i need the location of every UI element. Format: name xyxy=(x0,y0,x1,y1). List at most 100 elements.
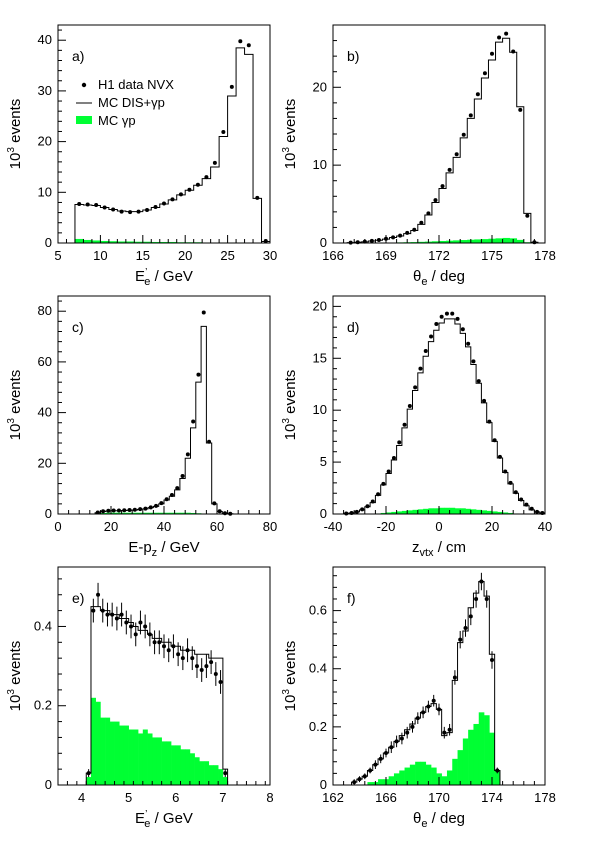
data-point xyxy=(492,438,497,443)
mc-gp-bar xyxy=(507,512,514,514)
mc-gp-bar xyxy=(148,512,154,514)
x-tick-label: -20 xyxy=(377,519,396,534)
x-tick-label: 8 xyxy=(266,790,273,805)
x-tick-label: 0 xyxy=(435,519,442,534)
mc-gp-bar xyxy=(473,723,480,785)
mc-gp-bar xyxy=(433,508,440,514)
x-axis-label-part: ’ xyxy=(145,809,147,820)
data-point xyxy=(389,745,394,750)
y-axis-label-part: 3 xyxy=(281,147,292,153)
data-point xyxy=(162,201,166,206)
mc-gp-bar xyxy=(189,753,195,785)
data-point xyxy=(114,616,119,621)
y-axis-label-part: events xyxy=(7,99,24,147)
legend-mc-gp-label: MC γp xyxy=(98,113,136,128)
mc-gp-bar xyxy=(481,510,487,514)
data-point xyxy=(426,704,431,709)
data-point xyxy=(110,612,115,617)
mc-gp-bar xyxy=(133,729,139,785)
data-point xyxy=(426,211,431,216)
x-tick-label: 174 xyxy=(481,790,503,805)
x-axis-label-part: / cm xyxy=(434,539,467,556)
data-point xyxy=(152,640,157,645)
data-point xyxy=(444,311,449,316)
data-point xyxy=(468,113,473,118)
data-point xyxy=(419,220,424,225)
data-point xyxy=(368,768,373,773)
data-point xyxy=(166,648,171,653)
data-point xyxy=(344,511,349,516)
data-point xyxy=(360,507,365,512)
y-axis-label: 103 events xyxy=(281,99,299,170)
mc-gp-bar xyxy=(425,764,432,785)
data-point xyxy=(145,208,150,213)
data-point xyxy=(187,187,192,192)
data-point xyxy=(490,658,494,663)
mc-gp-bar xyxy=(412,509,419,514)
mc-gp-bar xyxy=(420,761,427,785)
data-point xyxy=(495,768,500,773)
data-point xyxy=(504,31,509,36)
data-point xyxy=(535,509,540,514)
y-axis-label-part: events xyxy=(282,641,299,689)
mc-gp-bar xyxy=(454,508,461,514)
y-axis-label: 103 events xyxy=(281,641,299,712)
data-point xyxy=(180,473,185,478)
y-tick-label: 80 xyxy=(38,303,52,318)
plot-frame xyxy=(57,24,271,244)
data-point xyxy=(458,637,463,642)
mc-gp-bar xyxy=(119,725,125,785)
y-tick-label: 30 xyxy=(38,83,52,98)
data-point xyxy=(447,167,452,172)
y-tick-label: 0.2 xyxy=(309,719,327,734)
y-tick-label: 0 xyxy=(320,235,327,250)
data-point xyxy=(100,608,105,613)
y-axis-label-part: 3 xyxy=(281,418,292,424)
mc-gp-bar xyxy=(380,512,387,514)
y-axis-label-part: events xyxy=(7,641,24,689)
data-point xyxy=(212,501,217,506)
mc-gp-bar xyxy=(484,715,490,785)
mc-gp-bar xyxy=(91,240,101,243)
x-axis-label-part: ’ xyxy=(145,267,147,278)
data-point xyxy=(207,439,212,444)
data-point xyxy=(525,213,530,218)
y-tick-label: 15 xyxy=(313,350,327,365)
y-tick-label: 10 xyxy=(313,157,327,172)
data-point xyxy=(354,509,359,514)
data-point xyxy=(442,730,447,735)
mc-gp-bar xyxy=(116,512,122,514)
x-tick-label: 170 xyxy=(428,790,450,805)
data-point xyxy=(415,716,420,721)
x-axis-label-part: / GeV xyxy=(150,810,193,827)
mc-gp-bar xyxy=(222,777,228,785)
mc-gp-bar xyxy=(516,239,525,243)
mc-gp-bar xyxy=(134,241,144,243)
data-point xyxy=(440,184,445,189)
mc-gp-bar xyxy=(452,758,458,785)
mc-gp-bar xyxy=(166,741,172,785)
x-tick-label: 162 xyxy=(322,790,344,805)
data-point xyxy=(204,664,209,669)
legend-mc-gp-marker xyxy=(76,116,92,124)
x-tick-label: 40 xyxy=(538,519,552,534)
mc-gp-bar xyxy=(169,512,175,514)
x-axis-label-part: e xyxy=(421,818,427,830)
data-point xyxy=(447,727,452,732)
y-tick-label: 20 xyxy=(313,79,327,94)
mc-gp-bar xyxy=(441,776,448,785)
mc-gp-bar xyxy=(386,512,392,514)
data-point xyxy=(175,486,180,491)
data-point xyxy=(153,205,158,210)
data-point xyxy=(378,756,383,761)
data-point xyxy=(185,648,190,653)
mc-gp-bar xyxy=(474,239,482,243)
mc-gp-bar xyxy=(142,729,148,785)
y-tick-label: 20 xyxy=(38,455,52,470)
data-point xyxy=(394,739,399,744)
data-point xyxy=(397,440,402,445)
data-point xyxy=(474,596,479,601)
mc-gp-bar xyxy=(213,765,219,785)
data-point xyxy=(128,210,133,215)
